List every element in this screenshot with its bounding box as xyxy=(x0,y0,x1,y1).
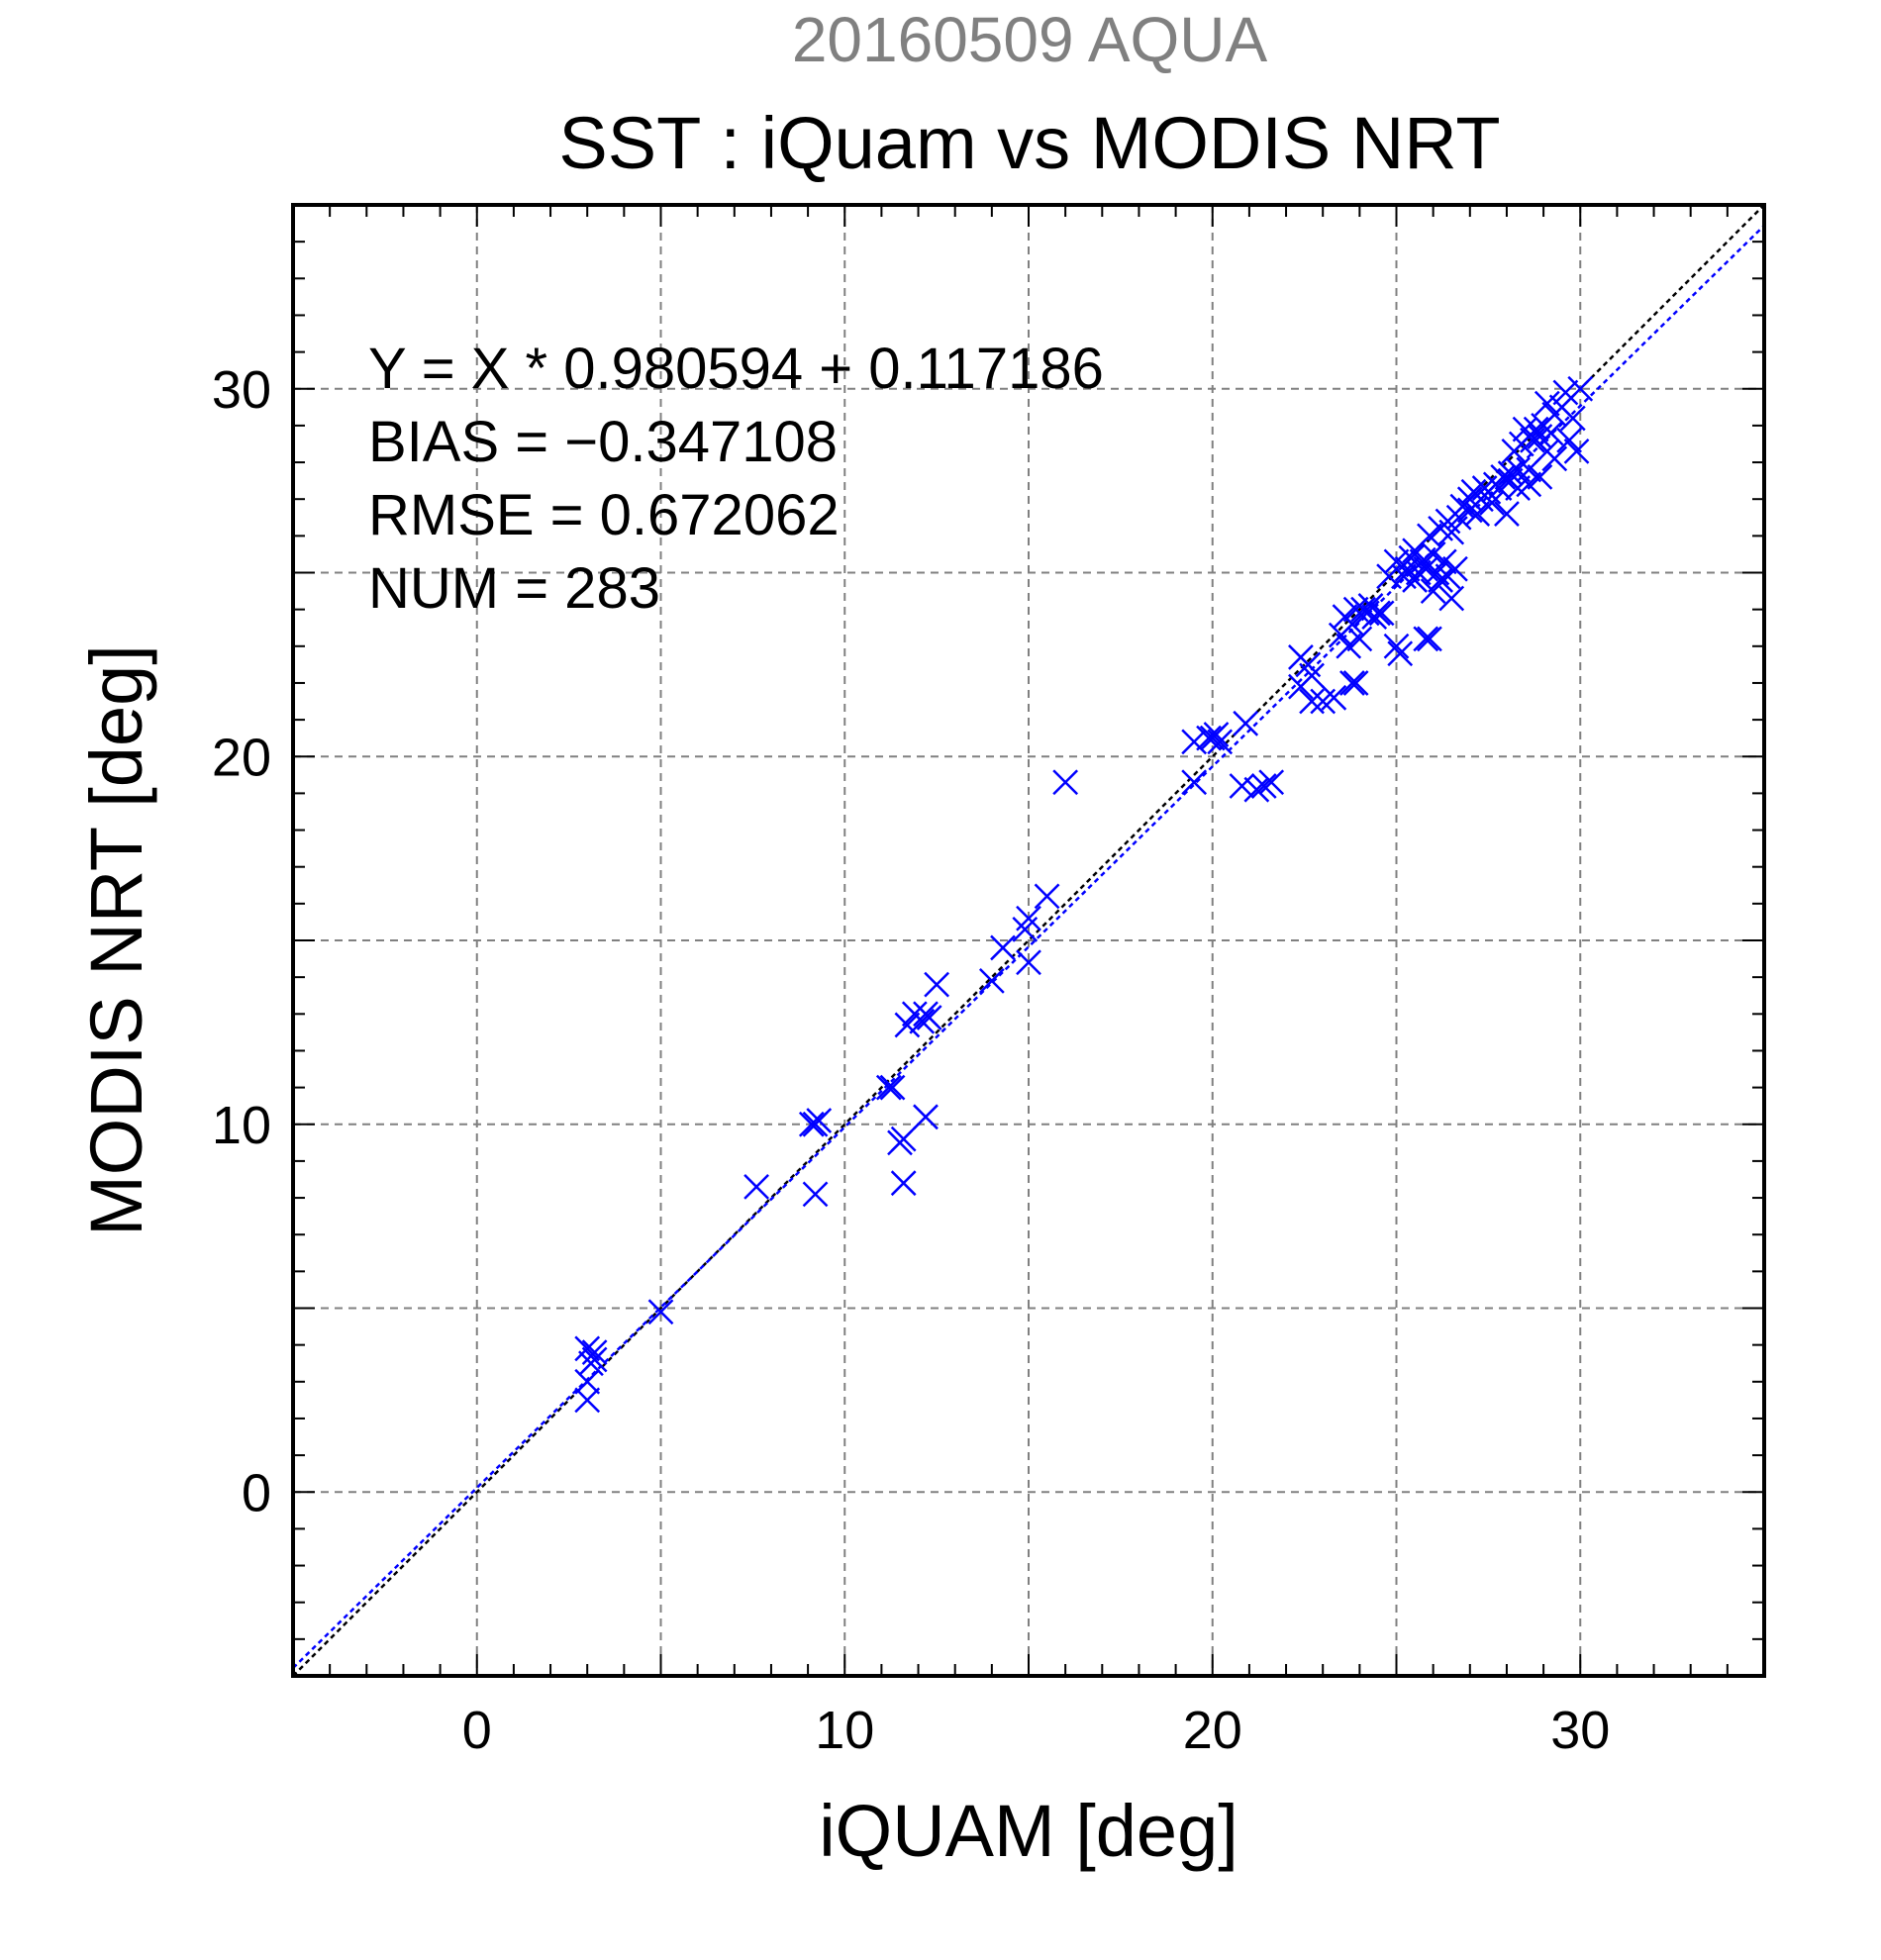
data-point xyxy=(1365,600,1391,627)
y-tick-label: 30 xyxy=(212,360,271,420)
data-point xyxy=(1233,710,1259,736)
data-point xyxy=(879,1074,906,1101)
data-point xyxy=(802,1111,829,1137)
data-point xyxy=(1321,684,1347,711)
data-point xyxy=(924,971,950,998)
data-points xyxy=(574,375,1594,1414)
y-tick-label: 0 xyxy=(242,1463,271,1522)
data-point xyxy=(875,1074,902,1101)
data-point xyxy=(913,1104,939,1130)
data-point xyxy=(978,967,1005,994)
data-point xyxy=(743,1174,769,1200)
reference-lines xyxy=(292,204,1765,1677)
data-point xyxy=(1527,464,1553,490)
data-point xyxy=(1368,600,1395,627)
num-label: NUM = 283 xyxy=(368,556,660,621)
data-point xyxy=(1552,379,1579,406)
fit-equation-label: Y = X * 0.980594 + 0.117186 xyxy=(368,337,1104,401)
x-tick-label: 0 xyxy=(462,1701,492,1760)
x-axis-label: iQUAM [deg] xyxy=(819,1790,1238,1872)
data-point xyxy=(1342,670,1369,696)
data-point xyxy=(1563,439,1590,464)
data-point xyxy=(1516,471,1542,498)
grid-lines xyxy=(293,205,1764,1676)
data-point xyxy=(1336,633,1362,659)
data-point xyxy=(1464,501,1491,527)
y-tick-label: 20 xyxy=(212,728,271,787)
data-point xyxy=(913,1001,939,1028)
data-point xyxy=(574,1335,601,1362)
regression-line xyxy=(292,224,1765,1669)
data-point xyxy=(909,1008,936,1034)
data-point xyxy=(1523,416,1549,442)
data-point xyxy=(802,1181,829,1208)
data-point xyxy=(581,1346,608,1373)
bias-label: BIAS = −0.347108 xyxy=(368,410,838,474)
data-point xyxy=(581,1339,608,1365)
data-point xyxy=(894,1012,921,1038)
data-point xyxy=(1299,688,1325,715)
data-point xyxy=(1456,486,1483,513)
data-point xyxy=(1299,662,1325,689)
data-point xyxy=(1505,456,1531,483)
x-tick-label: 20 xyxy=(1183,1701,1242,1760)
data-point xyxy=(1387,640,1414,667)
data-point xyxy=(1413,626,1439,652)
data-point xyxy=(1346,626,1373,652)
data-point xyxy=(1207,729,1234,755)
data-point xyxy=(1339,670,1365,696)
chart-title: SST : iQuam vs MODIS NRT xyxy=(558,102,1500,184)
data-point xyxy=(1052,769,1079,796)
data-point xyxy=(1258,769,1285,796)
data-point xyxy=(574,1387,601,1414)
y-tick-label: 10 xyxy=(212,1096,271,1155)
data-point xyxy=(1250,773,1277,799)
data-point xyxy=(1559,405,1586,432)
x-tick-labels: 0 10 20 30 xyxy=(462,1701,1611,1760)
data-point xyxy=(1243,776,1270,803)
data-point xyxy=(1417,626,1442,652)
data-point xyxy=(647,1299,674,1325)
plot-frame xyxy=(291,203,1766,1678)
data-point xyxy=(1556,427,1582,453)
data-point xyxy=(1490,464,1517,490)
y-tick-labels: 0 10 20 30 xyxy=(212,360,271,1523)
data-point xyxy=(1442,555,1468,582)
stats-annotations: Y = X * 0.980594 + 0.117186 BIAS = −0.34… xyxy=(368,337,1104,621)
data-point xyxy=(798,1111,825,1137)
data-point xyxy=(1438,585,1465,612)
data-point xyxy=(1431,548,1457,575)
data-point xyxy=(1016,905,1041,931)
x-tick-label: 30 xyxy=(1550,1701,1610,1760)
data-point xyxy=(1567,375,1594,402)
data-point xyxy=(1016,949,1041,976)
data-point xyxy=(1203,722,1230,747)
data-point xyxy=(1541,445,1568,472)
data-point xyxy=(1534,390,1560,417)
data-point xyxy=(890,1170,917,1197)
data-point xyxy=(890,1126,917,1152)
data-point xyxy=(1181,769,1208,796)
data-point xyxy=(1229,773,1255,799)
y-axis-label: MODIS NRT [deg] xyxy=(75,644,157,1236)
chart-supertitle: 20160509 AQUA xyxy=(792,4,1268,75)
data-point xyxy=(1034,883,1060,910)
x-tick-label: 10 xyxy=(815,1701,874,1760)
data-point xyxy=(990,934,1016,961)
data-point xyxy=(1438,519,1465,545)
data-point xyxy=(1383,633,1410,659)
data-point xyxy=(1494,501,1520,527)
rmse-label: RMSE = 0.672062 xyxy=(368,483,840,547)
